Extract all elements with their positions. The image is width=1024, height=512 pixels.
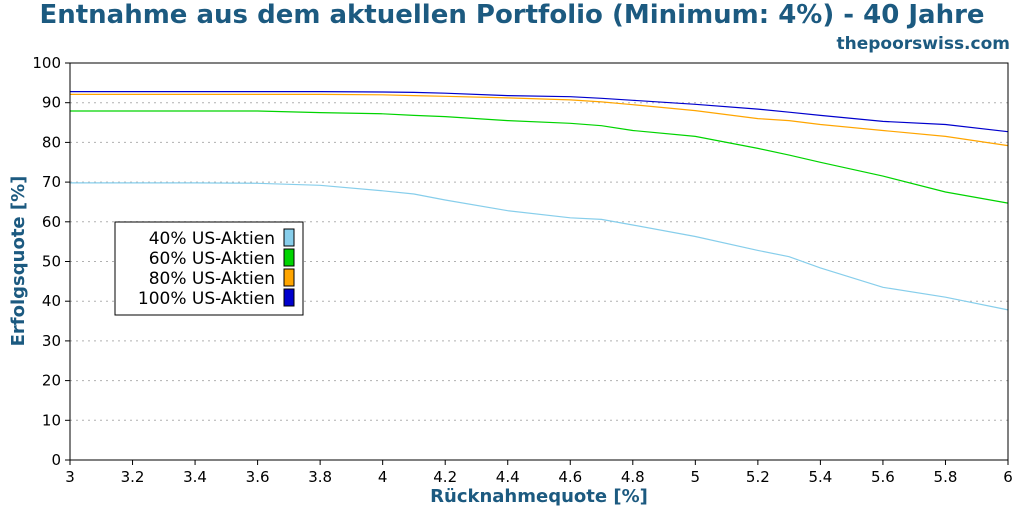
x-tick-label: 3.6 <box>246 468 270 486</box>
series-line-1 <box>70 182 1009 311</box>
legend-swatch <box>283 288 295 307</box>
y-tick-label: 100 <box>32 54 61 72</box>
x-tick-label: 4.8 <box>621 468 645 486</box>
legend-box <box>114 221 304 316</box>
legend-label: 60% US-Aktien <box>149 249 275 269</box>
x-tick-label: 3.8 <box>308 468 332 486</box>
x-tick-label: 5.4 <box>808 468 832 486</box>
legend-label: 80% US-Aktien <box>149 269 275 289</box>
legend-label: 100% US-Aktien <box>138 289 275 309</box>
x-tick-label: 4.4 <box>496 468 520 486</box>
x-tick-label: 5 <box>691 468 701 486</box>
y-tick-label: 80 <box>42 133 61 151</box>
y-axis-ticks: 0 10 20 30 40 50 60 70 80 90 100 <box>32 54 70 469</box>
x-tick-label: 5.6 <box>871 468 895 486</box>
site-credit: thepoorswiss.com <box>836 34 1011 54</box>
series-line-2 <box>70 110 1009 204</box>
x-axis-label: Rücknahmequote [%] <box>430 486 648 507</box>
series-lines <box>70 90 1009 311</box>
y-tick-label: 40 <box>42 292 61 310</box>
legend-label: 40% US-Aktien <box>149 229 275 249</box>
y-tick-label: 50 <box>42 253 61 271</box>
y-tick-label: 70 <box>42 173 61 191</box>
legend-swatch <box>283 248 295 267</box>
y-tick-label: 60 <box>42 213 61 231</box>
y-tick-label: 0 <box>51 451 61 469</box>
x-tick-label: 4.6 <box>558 468 582 486</box>
legend-swatch <box>283 228 295 247</box>
x-tick-label: 3.4 <box>183 468 207 486</box>
y-tick-label: 20 <box>42 372 61 390</box>
y-tick-label: 10 <box>42 411 61 429</box>
x-axis-ticks: 3 3.2 3.4 3.6 3.8 4 4.2 4.4 4.6 4.8 5 5.2 5.4 5.6 5.8 6 <box>65 460 1013 486</box>
series-line-3 <box>70 93 1009 147</box>
y-axis-label: Erfolgsquote [%] <box>8 176 29 347</box>
x-tick-label: 3 <box>65 468 75 486</box>
y-tick-label: 90 <box>42 94 61 112</box>
series-line-4 <box>70 90 1009 133</box>
chart-title: Entnahme aus dem aktuellen Portfolio (Mi… <box>39 0 985 30</box>
x-tick-label: 5.8 <box>934 468 958 486</box>
x-tick-label: 4.2 <box>433 468 457 486</box>
x-tick-label: 4 <box>378 468 388 486</box>
legend-swatch <box>283 268 295 287</box>
y-tick-label: 30 <box>42 332 61 350</box>
x-tick-label: 5.2 <box>746 468 770 486</box>
x-tick-label: 6 <box>1003 468 1013 486</box>
x-tick-label: 3.2 <box>121 468 145 486</box>
